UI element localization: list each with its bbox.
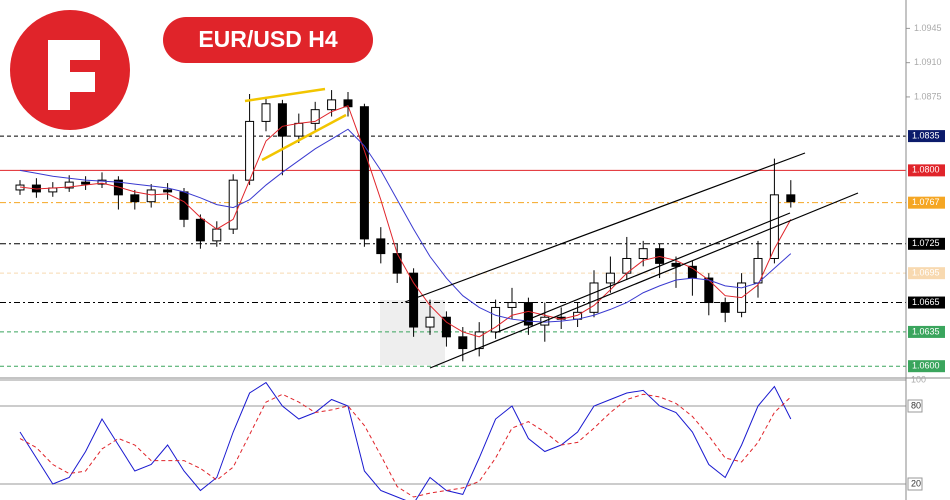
candle-body	[458, 336, 468, 350]
indicator-line	[19, 381, 792, 500]
logo-letter	[48, 40, 100, 110]
channel-line	[494, 212, 791, 334]
candle-body	[704, 277, 714, 304]
candle-body	[638, 248, 648, 259]
level-box	[908, 325, 945, 338]
candle-body	[64, 181, 74, 189]
y-tick-label: 100	[911, 374, 926, 384]
channel-line	[404, 152, 806, 303]
candle-body	[605, 272, 615, 284]
tick-box	[907, 477, 923, 491]
candle-body	[425, 316, 435, 328]
levels	[0, 27, 923, 491]
candle-body	[245, 120, 255, 181]
candle-body	[179, 191, 189, 220]
channel-line	[429, 192, 859, 369]
candle-body	[277, 103, 287, 137]
candle-body	[228, 179, 238, 230]
candle-body	[786, 194, 796, 203]
level-label: 1.0665	[912, 297, 940, 307]
level-label: 1.0835	[912, 130, 940, 140]
chart-title: EUR/USD H4	[198, 26, 338, 52]
candle-body	[671, 262, 681, 267]
level-box	[908, 196, 945, 209]
candle-body	[81, 181, 91, 185]
candle-body	[523, 302, 533, 326]
y-tick-label: 1.0945	[914, 23, 942, 33]
title-pill	[163, 17, 373, 63]
level-label: 1.0695	[912, 268, 940, 278]
y-tick-label: 80	[911, 400, 921, 410]
level-box	[908, 130, 945, 143]
level-box	[908, 267, 945, 280]
candle-body	[310, 109, 320, 124]
level-label: 1.0767	[912, 197, 940, 207]
logo	[10, 10, 130, 130]
candle-body	[146, 189, 156, 203]
level-label: 1.0600	[912, 361, 940, 371]
tick-box	[907, 399, 923, 413]
candle-body	[720, 302, 730, 313]
y-tick-label: 1.0910	[914, 57, 942, 67]
candle-body	[474, 331, 484, 350]
indicator-line	[19, 128, 792, 323]
candle-body	[163, 189, 173, 193]
candle-body	[212, 228, 222, 242]
level-box	[908, 237, 945, 250]
level-box	[908, 296, 945, 309]
candle-body	[589, 282, 599, 313]
candle-body	[359, 106, 369, 240]
candle-body	[261, 103, 271, 122]
drawings	[244, 87, 859, 369]
candle-body	[97, 179, 107, 185]
candle-body	[294, 122, 304, 137]
candle-body	[130, 194, 140, 203]
candle-body	[441, 316, 451, 338]
wedge-line	[261, 113, 347, 162]
level-label: 1.0635	[912, 326, 940, 336]
candle-body	[195, 218, 205, 242]
level-label: 1.0725	[912, 238, 940, 248]
level-box	[908, 164, 945, 177]
indicator-line	[19, 393, 792, 498]
y-tick-label: 20	[911, 478, 921, 488]
candle-body	[376, 238, 386, 255]
y-tick-label: 1.0875	[914, 91, 942, 101]
level-box	[908, 360, 945, 373]
candle-body	[491, 306, 501, 333]
indicator-line	[19, 105, 792, 338]
level-label: 1.0800	[912, 165, 940, 175]
candle-body	[327, 99, 337, 111]
candle-body	[392, 253, 402, 274]
candle-body	[507, 302, 517, 308]
wedge-line	[244, 87, 326, 103]
